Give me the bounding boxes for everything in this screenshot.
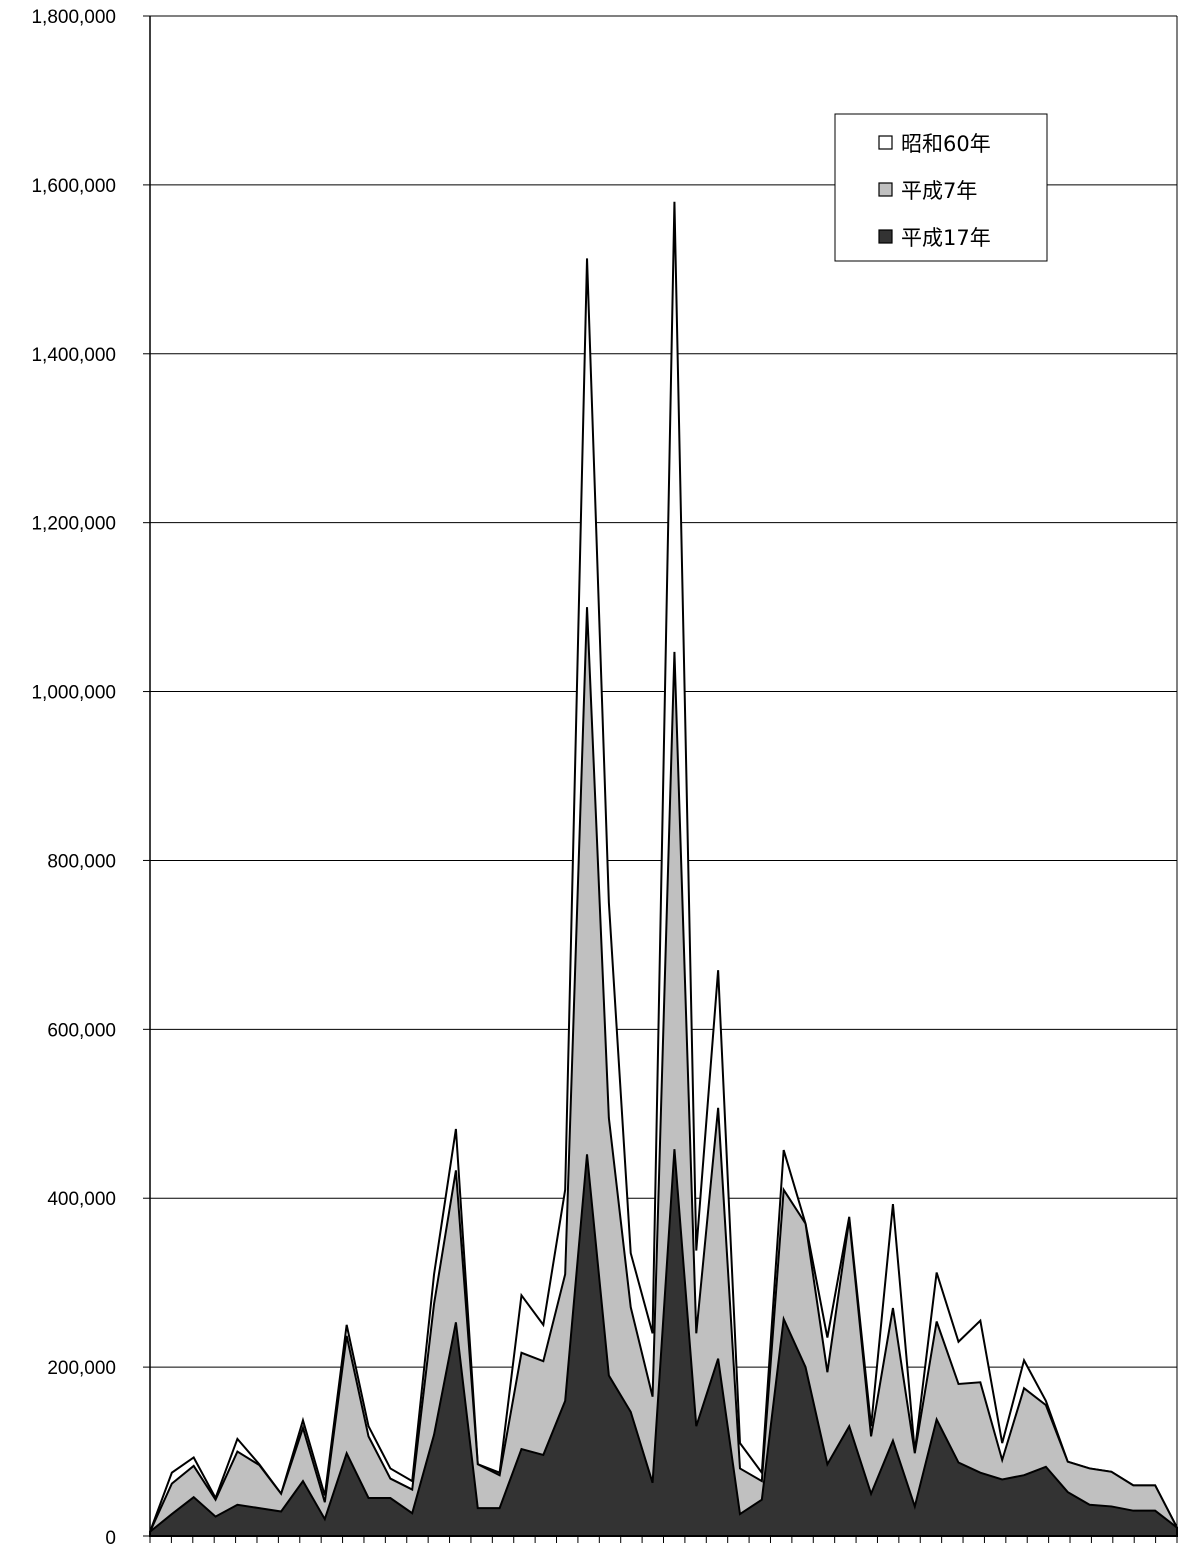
series-areas	[149, 201, 1178, 1537]
y-tick-label: 1,000,000	[31, 683, 116, 704]
legend-label: 平成17年	[901, 226, 991, 250]
series-area-3	[149, 1149, 1178, 1537]
series-area-1	[149, 201, 1178, 1537]
legend-label: 昭和60年	[901, 132, 991, 156]
y-tick-label: 1,600,000	[31, 176, 116, 197]
legend-swatch	[878, 229, 893, 244]
y-tick-label: 0	[105, 1528, 116, 1546]
y-tick-label: 1,400,000	[31, 345, 116, 366]
legend-label: 平成7年	[901, 179, 977, 203]
legend-box	[834, 113, 1048, 262]
legend-swatch	[878, 135, 893, 150]
legend-swatch	[878, 182, 893, 197]
y-tick-label: 1,800,000	[31, 7, 116, 28]
y-tick-label: 600,000	[47, 1020, 116, 1041]
y-tick-label: 1,200,000	[31, 514, 116, 535]
y-tick-label: 400,000	[47, 1189, 116, 1210]
y-tick-labels: 0 200,000 400,000 600,000 800,000 1,000,000 1,…	[31, 7, 116, 1546]
axes	[143, 15, 1178, 1543]
y-tick-label: 200,000	[47, 1358, 116, 1379]
y-tick-label: 800,000	[47, 851, 116, 872]
series-area-2	[149, 607, 1178, 1537]
